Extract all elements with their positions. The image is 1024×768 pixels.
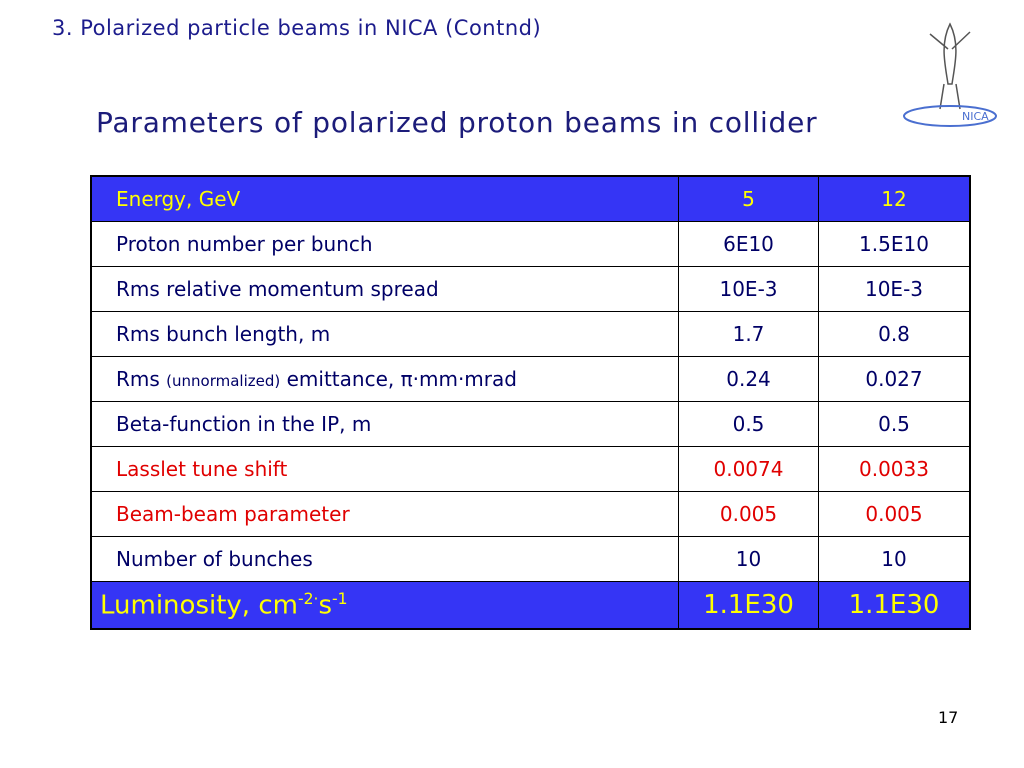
table-cell: Rms (unnormalized) emittance, π·mm·mrad: [90, 356, 679, 402]
table-row: Beam-beam parameter 0.005 0.005: [90, 491, 971, 537]
table-cell: Beam-beam parameter: [90, 491, 679, 537]
table-cell: 10: [678, 536, 819, 582]
cell-text: emittance, π·mm·mrad: [286, 367, 517, 391]
table-cell: 12: [818, 175, 971, 222]
table-cell: 5: [678, 175, 819, 222]
table-cell: 1.7: [678, 311, 819, 357]
table-cell: 0.0033: [818, 446, 971, 492]
table-cell: 0.027: [818, 356, 971, 402]
table-cell: 0.005: [818, 491, 971, 537]
table-row: Number of bunches 10 10: [90, 536, 971, 582]
table-cell: 0.8: [818, 311, 971, 357]
table-cell: 10E-3: [678, 266, 819, 312]
header-title: 3. Polarized particle beams in NICA (Con…: [52, 16, 542, 40]
table-row: Luminosity, cm-2·s-1 1.1E30 1.1E30: [90, 581, 971, 630]
table-cell: 1.1E30: [818, 581, 971, 630]
table-cell: 0.5: [678, 401, 819, 447]
cell-text: (unnormalized): [166, 372, 281, 390]
cell-text: -2·: [297, 589, 319, 608]
logo-ring: [903, 105, 997, 127]
table-cell: 1.1E30: [678, 581, 819, 630]
logo-figure: [943, 22, 957, 85]
table-cell: Rms relative momentum spread: [90, 266, 679, 312]
table-cell: Lasslet tune shift: [90, 446, 679, 492]
logo: NICA: [903, 22, 997, 127]
table-cell: 10: [818, 536, 971, 582]
table-cell: Rms bunch length, m: [90, 311, 679, 357]
table-row: Rms (unnormalized) emittance, π·mm·mrad 0…: [90, 356, 971, 402]
table-cell: Energy, GeV: [90, 175, 679, 222]
logo-label: NICA: [962, 110, 989, 123]
table-cell: Proton number per bunch: [90, 221, 679, 267]
table-row: Rms bunch length, m 1.7 0.8: [90, 311, 971, 357]
cell-text: -1: [332, 589, 348, 608]
cell-text: s: [318, 590, 333, 621]
table-cell: Luminosity, cm-2·s-1: [90, 581, 679, 630]
table-cell: 0.5: [818, 401, 971, 447]
logo-figure-lines: [929, 31, 971, 110]
page-number: 17: [938, 708, 959, 727]
table-row: Energy, GeV 5 12: [90, 175, 971, 222]
table-cell: 6E10: [678, 221, 819, 267]
cell-text: Luminosity, cm: [100, 590, 298, 621]
table-cell: 0.0074: [678, 446, 819, 492]
table-cell: Number of bunches: [90, 536, 679, 582]
table-row: Lasslet tune shift 0.0074 0.0033: [90, 446, 971, 492]
table-cell: 0.24: [678, 356, 819, 402]
table-cell: 0.005: [678, 491, 819, 537]
table-cell: 1.5E10: [818, 221, 971, 267]
table-row: Beta-function in the IP, m 0.5 0.5: [90, 401, 971, 447]
table-row: Rms relative momentum spread 10E-3 10E-3: [90, 266, 971, 312]
table-row: Proton number per bunch 6E10 1.5E10: [90, 221, 971, 267]
slide-title: Parameters of polarized proton beams in …: [96, 106, 818, 139]
parameters-table: Energy, GeV 5 12 Proton number per bunch 6E1…: [90, 175, 971, 630]
cell-text: Rms: [116, 367, 160, 391]
table-cell: Beta-function in the IP, m: [90, 401, 679, 447]
table-cell: 10E-3: [818, 266, 971, 312]
